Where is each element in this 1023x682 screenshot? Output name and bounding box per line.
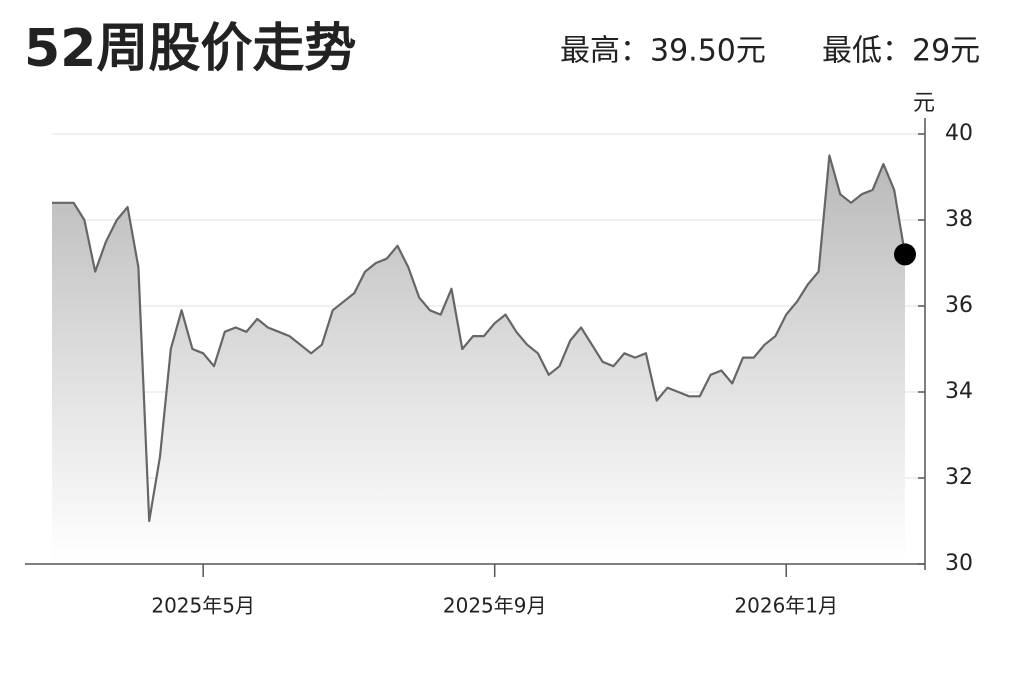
y-tick-label: 36 — [945, 293, 973, 318]
last-price-dot — [894, 243, 916, 266]
x-tick-label: 2026年1月 — [734, 594, 838, 618]
low-label: 最低：29元 — [822, 34, 980, 69]
y-tick-label: 30 — [945, 551, 973, 576]
y-tick-label: 32 — [945, 465, 973, 490]
y-tick-label: 34 — [945, 379, 973, 404]
x-tick-label: 2025年9月 — [443, 594, 547, 618]
price-line — [52, 154, 907, 523]
chart-title: 52周股价走势 — [24, 19, 356, 79]
high-label: 最高：39.50元 — [560, 34, 766, 69]
y-tick-label: 40 — [945, 121, 973, 146]
x-tick-label: 2025年5月 — [151, 594, 255, 618]
area — [52, 155, 905, 564]
y-tick-label: 38 — [945, 207, 973, 232]
y-unit: 元 — [913, 91, 935, 116]
